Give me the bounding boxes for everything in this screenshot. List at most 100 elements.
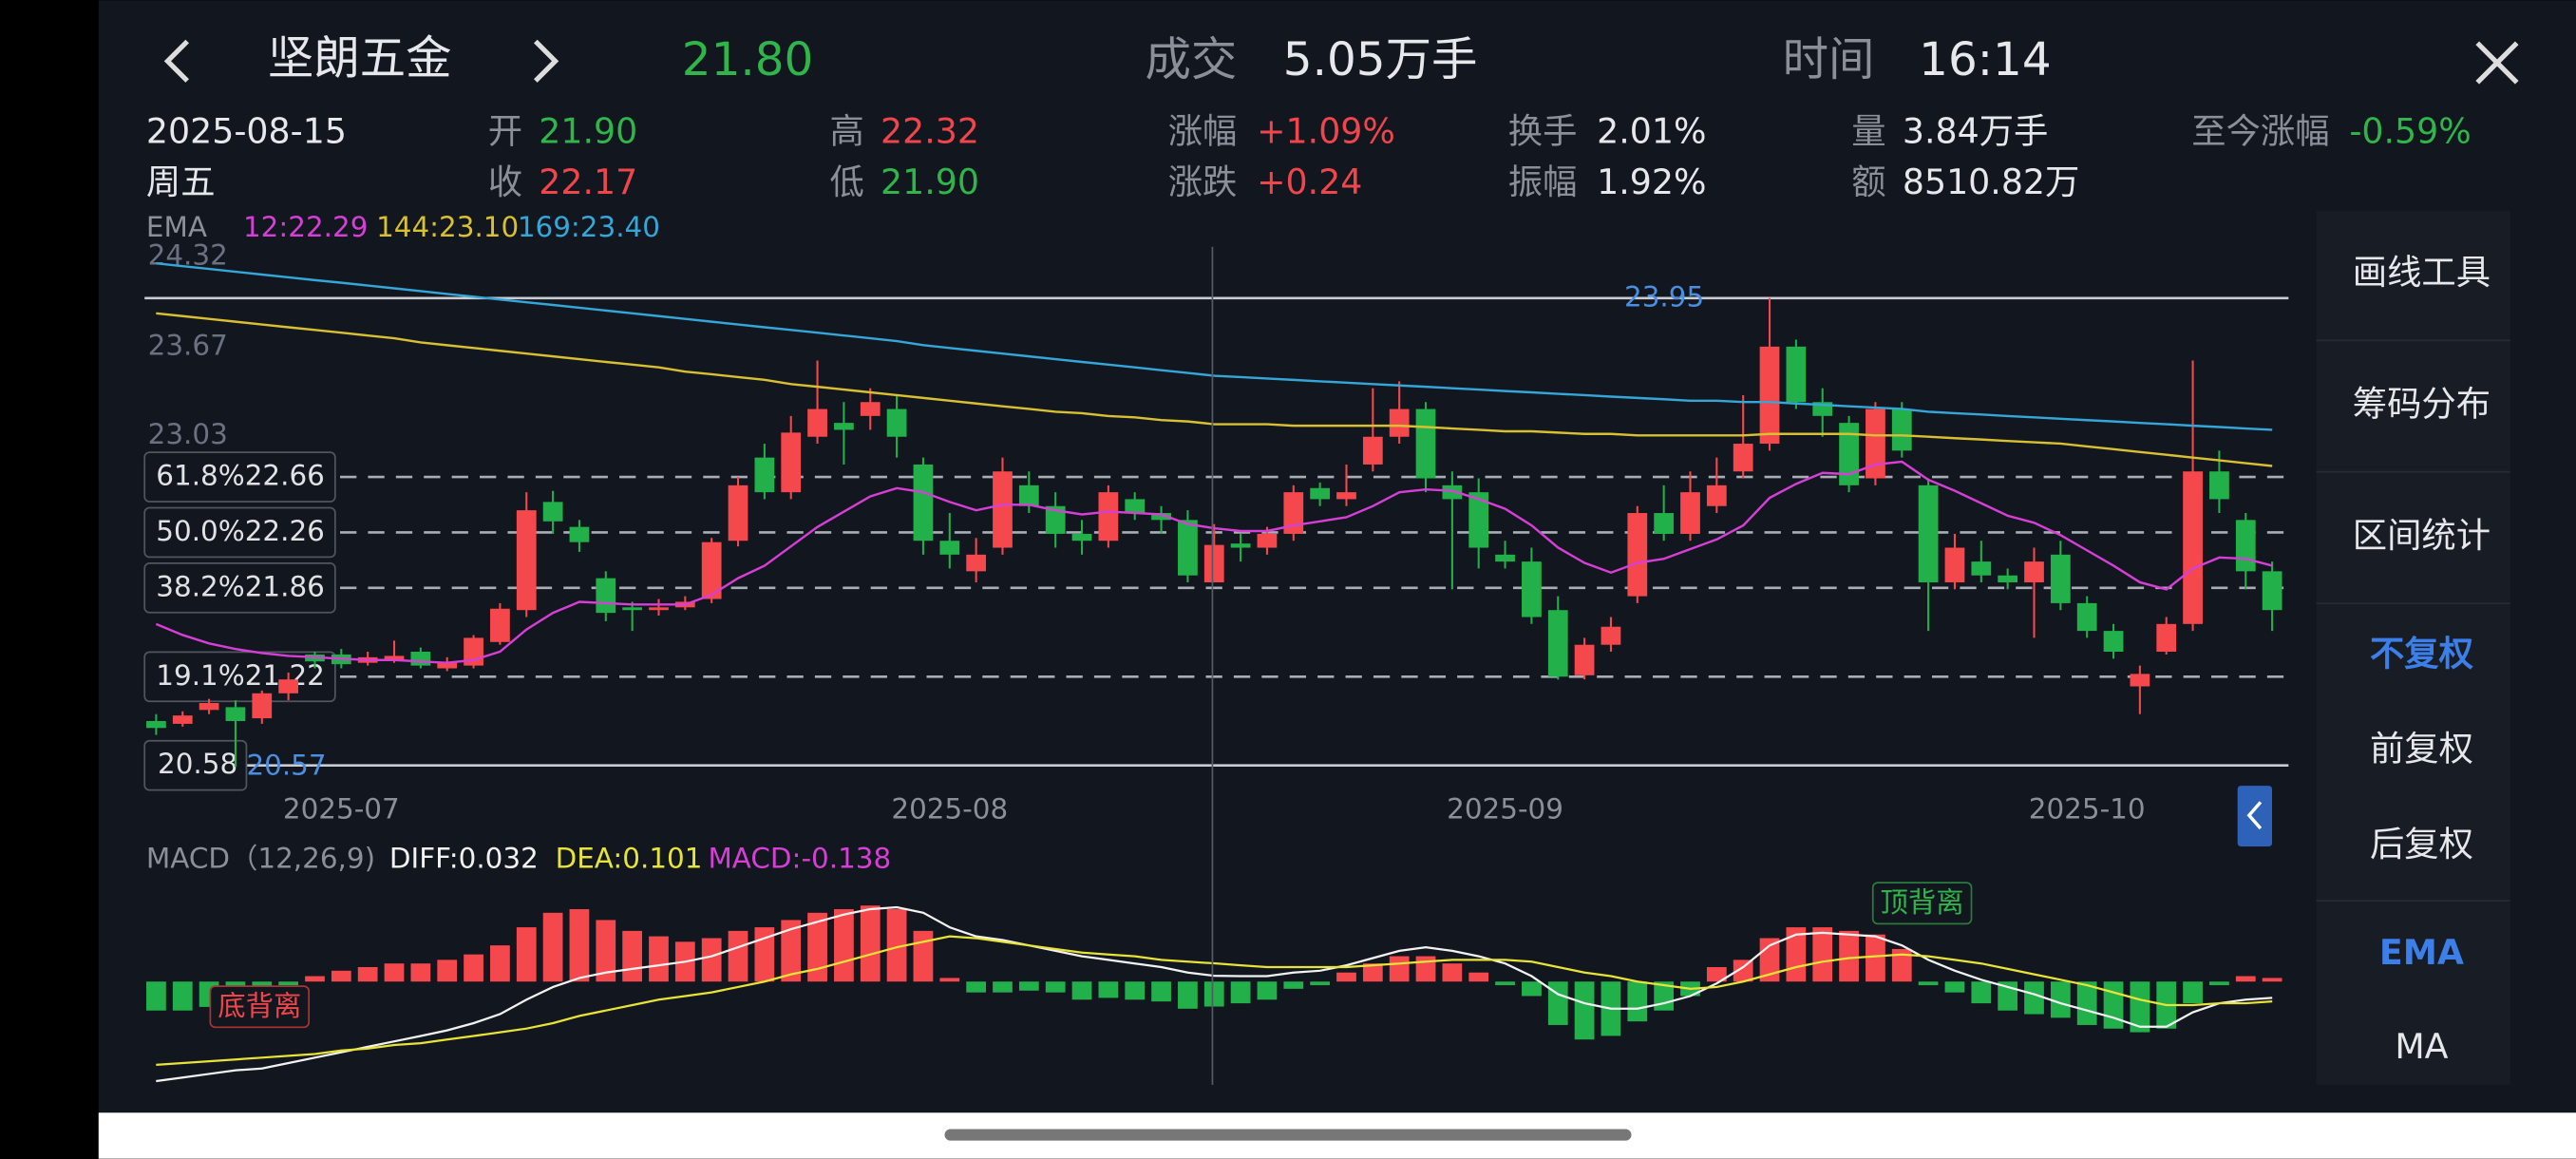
level-box xyxy=(143,739,248,791)
annotation-box xyxy=(1871,882,1973,925)
candle-body xyxy=(913,464,934,542)
macd-bar xyxy=(860,905,881,982)
adjust-option[interactable]: 前复权 xyxy=(2370,729,2473,770)
macd-bar xyxy=(1891,948,1912,982)
candle-body xyxy=(252,693,273,719)
candle-body xyxy=(1071,533,1092,542)
candle-body xyxy=(1680,492,1700,534)
candle-body xyxy=(728,484,748,542)
indicator-selected[interactable]: EMA xyxy=(2379,932,2464,973)
annotation: 底背离 xyxy=(218,990,301,1022)
candle-body xyxy=(1944,547,1965,583)
candle-body xyxy=(1733,444,1753,472)
y-tick-label: 23.03 xyxy=(148,418,228,450)
stock-name: 坚朗五金 xyxy=(268,31,452,85)
adjust-option[interactable]: 后复权 xyxy=(2370,824,2473,864)
macd-bar xyxy=(966,981,987,993)
macd-bar xyxy=(2235,976,2256,982)
candle-body xyxy=(1230,543,1251,548)
candle-body xyxy=(966,554,987,572)
level-name: 50.0% xyxy=(156,515,244,547)
candle-body xyxy=(993,471,1013,548)
macd-bar xyxy=(1866,934,1885,982)
macd-bar xyxy=(1918,981,1939,986)
candle-body xyxy=(542,502,563,522)
info-value: 2.01% xyxy=(1597,110,1706,151)
candle-body xyxy=(1336,492,1356,500)
macd-bar xyxy=(1944,981,1965,993)
candle-body xyxy=(1866,408,1885,479)
time: 16:14 xyxy=(1919,33,2052,86)
collapse-button[interactable] xyxy=(2237,786,2273,847)
candle-body xyxy=(649,607,669,611)
macd-bar xyxy=(1257,981,1278,1000)
macd-bar xyxy=(1310,981,1331,986)
candle-body xyxy=(2262,571,2282,611)
candle-body xyxy=(1045,505,1066,534)
app-background xyxy=(98,0,2576,1113)
x-tick-label: 2025-10 xyxy=(2029,793,2146,826)
candle-body xyxy=(1574,644,1595,675)
macd-bar xyxy=(569,909,590,982)
info-value: 22.32 xyxy=(881,110,979,151)
close-button[interactable] xyxy=(2475,41,2519,85)
macd-bar xyxy=(2024,981,2044,1015)
macd-bar xyxy=(2076,981,2097,1025)
level-box xyxy=(143,506,336,559)
macd-bar xyxy=(516,927,537,982)
info-label: 收 xyxy=(488,162,522,202)
macd-bar xyxy=(1045,981,1066,993)
candle-body xyxy=(1786,346,1807,403)
prev-button[interactable] xyxy=(163,39,190,83)
candle-body xyxy=(1891,408,1912,451)
macd-bar xyxy=(1151,981,1171,1002)
candle-body xyxy=(1706,484,1727,506)
candle-body xyxy=(1203,544,1224,583)
candle-body xyxy=(781,432,802,493)
macd-bar xyxy=(596,920,616,982)
info-label: 开 xyxy=(488,110,522,151)
tool-button[interactable]: 画线工具 xyxy=(2353,252,2491,293)
macd-bar xyxy=(1468,972,1489,982)
candle-body xyxy=(384,656,405,660)
collapse-icon xyxy=(2246,801,2263,830)
next-button[interactable] xyxy=(534,39,559,83)
info-value: +0.24 xyxy=(1257,162,1362,202)
info-label: 量 xyxy=(1851,110,1885,151)
candle-body xyxy=(1759,346,1780,445)
ema-line xyxy=(155,460,2273,664)
macd-bar xyxy=(1706,966,1727,982)
macd-bar xyxy=(1627,981,1648,1022)
candle-body xyxy=(569,526,590,542)
tool-button[interactable]: 区间统计 xyxy=(2353,515,2491,556)
level-box xyxy=(143,562,336,614)
macd-bar xyxy=(1839,930,1859,982)
candle-body xyxy=(1971,561,1992,576)
last-price: 21.80 xyxy=(682,33,814,86)
candle-body xyxy=(939,541,960,555)
level-name: 61.8% xyxy=(156,460,244,492)
annotation: 顶背离 xyxy=(1881,886,1964,919)
candle-body xyxy=(172,715,193,724)
info-label: 额 xyxy=(1851,162,1885,202)
adjust-option-selected[interactable]: 不复权 xyxy=(2370,633,2474,674)
candle-body xyxy=(1654,513,1675,534)
candle-body xyxy=(1018,484,1039,506)
candle-body xyxy=(1918,484,1939,583)
macd-bar xyxy=(1203,981,1224,1007)
info-label: 低 xyxy=(829,162,863,202)
candle-body xyxy=(2050,554,2071,603)
info-value: +1.09% xyxy=(1257,110,1395,151)
candle-body xyxy=(860,402,881,416)
candle-body xyxy=(1468,492,1489,548)
candle-body xyxy=(622,607,643,611)
volume: 5.05万手 xyxy=(1283,33,1478,86)
macd-bar xyxy=(1574,981,1595,1040)
tool-button[interactable]: 筹码分布 xyxy=(2353,384,2491,425)
macd-bar xyxy=(490,945,510,982)
indicator-option[interactable]: MA xyxy=(2395,1026,2448,1067)
time-label: 时间 xyxy=(1783,33,1875,86)
macd-bar xyxy=(1362,963,1383,982)
macd-bar xyxy=(146,981,166,1011)
info-label: 涨幅 xyxy=(1168,110,1238,151)
